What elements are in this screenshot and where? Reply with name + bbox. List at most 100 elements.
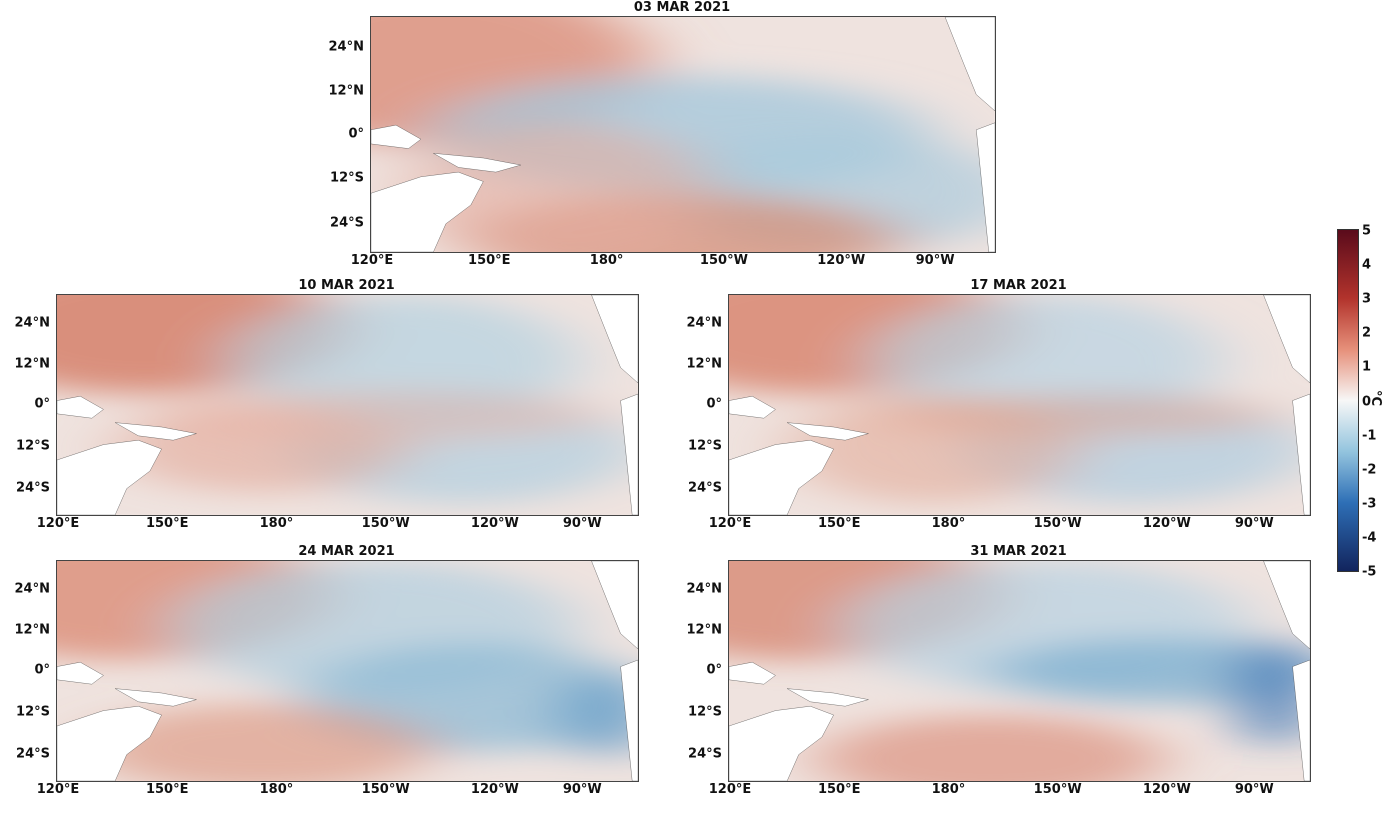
latitude-label: 12°N <box>14 622 50 638</box>
longitude-label: 90°W <box>1234 516 1274 531</box>
latitude-label: 24°S <box>16 480 50 496</box>
longitude-label: 150°E <box>145 516 189 531</box>
longitude-label: 150°E <box>817 516 861 531</box>
land-mass <box>621 394 638 515</box>
land-mass <box>371 125 421 149</box>
land-mass <box>945 17 995 111</box>
latitude-label: 12°N <box>686 356 722 372</box>
latitude-label: 12°S <box>330 170 364 186</box>
colorbar-tick-label: 1 <box>1362 359 1372 375</box>
longitude-label: 120°E <box>708 782 752 797</box>
colorbar-tick-label: -5 <box>1362 564 1377 580</box>
panel-title: 31 MAR 2021 <box>970 544 1067 559</box>
latitude-label: 24°S <box>16 746 50 762</box>
colorbar-tick-label: -4 <box>1362 530 1377 546</box>
latitude-label: 24°N <box>686 315 722 331</box>
longitude-label: 120°W <box>1142 782 1191 797</box>
panel-title: 10 MAR 2021 <box>298 278 395 293</box>
land-mass <box>787 689 868 707</box>
land-mass <box>1264 295 1310 383</box>
panel-title: 03 MAR 2021 <box>633 0 731 15</box>
anomaly-region <box>144 389 609 443</box>
anomaly-region <box>816 715 1165 781</box>
land-mass <box>621 660 638 781</box>
panel-title: 17 MAR 2021 <box>970 278 1067 293</box>
colorbar-tick-label: -2 <box>1362 462 1377 478</box>
longitude-label: 120°W <box>817 253 866 268</box>
land-mass <box>729 662 775 684</box>
longitude-label: 150°W <box>1033 516 1082 531</box>
colorbar-tick-label: 2 <box>1362 325 1372 341</box>
latitude-label: 12°S <box>16 704 50 720</box>
anomaly-region <box>874 394 1281 438</box>
latitude-label: 12°N <box>328 83 364 99</box>
longitude-label: 90°W <box>562 516 602 531</box>
latitude-label: 24°N <box>328 39 364 55</box>
longitude-label: 90°W <box>1234 782 1274 797</box>
land-mass <box>1293 394 1310 515</box>
land-mass <box>729 440 834 515</box>
longitude-label: 120°W <box>470 782 519 797</box>
land-mass <box>57 396 103 418</box>
land-mass <box>433 153 520 172</box>
land-mass <box>787 423 868 441</box>
land-mass <box>729 706 834 781</box>
longitude-label: 180° <box>931 782 966 797</box>
latitude-label: 24°S <box>330 215 364 231</box>
land-mass <box>57 662 103 684</box>
longitude-label: 180° <box>259 516 294 531</box>
longitude-label: 90°W <box>562 782 602 797</box>
land-mass <box>57 440 162 515</box>
longitude-label: 90°W <box>915 253 955 268</box>
colorbar-tick-label: 5 <box>1362 223 1372 239</box>
longitude-label: 180° <box>259 782 294 797</box>
longitude-label: 150°W <box>361 782 410 797</box>
latitude-label: 24°S <box>688 480 722 496</box>
latitude-label: 12°S <box>688 704 722 720</box>
longitude-label: 120°E <box>350 253 394 268</box>
land-mass <box>1293 660 1310 781</box>
latitude-label: 24°N <box>686 581 722 597</box>
land-mass <box>729 396 775 418</box>
land-mass <box>115 689 196 707</box>
latitude-label: 12°S <box>16 438 50 454</box>
anomaly-region <box>562 671 638 759</box>
longitude-label: 120°E <box>36 782 80 797</box>
land-mass <box>976 123 995 252</box>
latitude-label: 24°N <box>14 315 50 331</box>
longitude-label: 150°E <box>145 782 189 797</box>
longitude-label: 150°E <box>468 253 511 268</box>
sst-anomaly-map <box>56 294 639 516</box>
longitude-label: 150°W <box>699 253 748 268</box>
longitude-label: 150°W <box>361 516 410 531</box>
longitude-label: 150°W <box>1033 782 1082 797</box>
latitude-label: 0° <box>34 396 50 412</box>
land-mass <box>592 561 638 649</box>
land-mass <box>115 423 196 441</box>
anomaly-region <box>402 122 715 252</box>
colorbar-unit: °C <box>1368 390 1383 407</box>
latitude-label: 24°S <box>688 746 722 762</box>
longitude-label: 120°W <box>1142 516 1191 531</box>
latitude-label: 12°N <box>14 356 50 372</box>
longitude-label: 180° <box>931 516 966 531</box>
latitude-label: 0° <box>34 662 50 678</box>
colorbar-tick-label: 3 <box>1362 291 1372 307</box>
latitude-label: 0° <box>706 662 722 678</box>
anomaly-region <box>990 638 1310 704</box>
longitude-label: 120°W <box>470 516 519 531</box>
colorbar <box>1337 229 1359 572</box>
latitude-label: 24°N <box>14 581 50 597</box>
sst-anomaly-map <box>728 560 1311 782</box>
longitude-label: 120°E <box>36 516 80 531</box>
anomaly-region <box>1240 638 1310 748</box>
longitude-label: 180° <box>589 253 624 268</box>
longitude-label: 120°E <box>708 516 752 531</box>
sst-anomaly-map <box>370 16 996 253</box>
latitude-label: 0° <box>706 396 722 412</box>
anomaly-region <box>86 704 435 781</box>
longitude-label: 150°E <box>817 782 861 797</box>
panel-title: 24 MAR 2021 <box>298 544 395 559</box>
latitude-label: 12°N <box>686 622 722 638</box>
colorbar-tick-label: 0 <box>1362 394 1372 409</box>
